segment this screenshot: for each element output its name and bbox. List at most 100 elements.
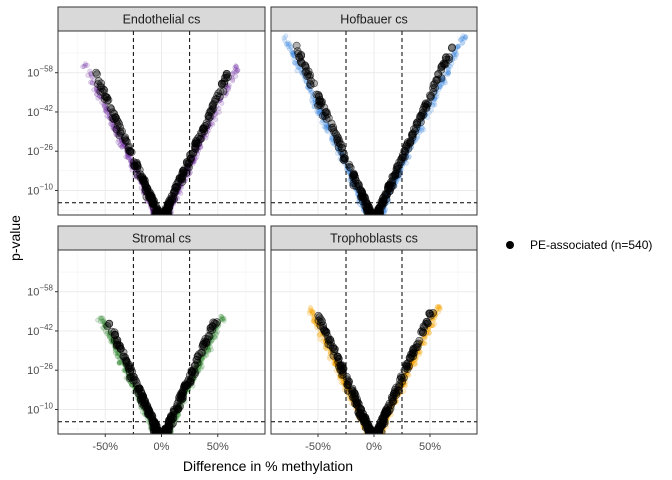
- background-point: [309, 309, 315, 315]
- background-point: [197, 364, 203, 370]
- background-point: [230, 76, 236, 82]
- pe-associated-point: [120, 134, 129, 143]
- background-point: [455, 44, 461, 50]
- background-point: [411, 361, 417, 366]
- pe-associated-point: [134, 384, 143, 393]
- pe-associated-point: [367, 209, 376, 215]
- pe-associated-point: [429, 309, 437, 317]
- y-tick-label: 10−42: [27, 323, 53, 338]
- pe-associated-point: [437, 63, 446, 72]
- pe-associated-point: [188, 368, 197, 377]
- pe-associated-point: [429, 80, 438, 89]
- pe-associated-point: [209, 99, 218, 108]
- background-point: [436, 304, 442, 310]
- pe-associated-point: [190, 370, 199, 379]
- background-point: [88, 70, 94, 76]
- panel-strip: [270, 6, 478, 32]
- grid-lines: [271, 31, 477, 215]
- panel-border: [57, 30, 266, 216]
- background-point: [117, 360, 123, 366]
- background-point: [285, 40, 291, 46]
- background-point: [219, 316, 225, 322]
- background-point: [101, 104, 107, 109]
- pe-associated-point: [191, 361, 200, 370]
- background-point: [103, 106, 109, 112]
- background-point: [459, 40, 465, 46]
- background-point: [115, 139, 121, 145]
- background-point: [453, 51, 459, 57]
- pe-associated-point: [125, 374, 134, 383]
- background-point: [206, 347, 212, 353]
- panel-title: Stromal cs: [132, 232, 191, 246]
- background-point: [317, 336, 323, 342]
- pe-associated-point: [349, 171, 358, 180]
- pe-associated-point: [404, 359, 412, 368]
- pe-associated-point: [333, 353, 342, 361]
- background-point: [416, 127, 422, 132]
- background-point: [235, 67, 241, 73]
- pe-associated-point: [100, 95, 109, 103]
- pe-associated-point: [192, 136, 200, 145]
- background-point: [287, 41, 293, 47]
- pe-associated-point: [419, 328, 427, 337]
- background-point: [104, 330, 110, 336]
- background-point: [432, 321, 438, 327]
- pe-associated-point: [320, 103, 329, 112]
- background-point: [458, 37, 464, 43]
- background-point: [434, 304, 440, 310]
- pe-associated-point: [161, 209, 170, 215]
- background-point: [308, 89, 314, 95]
- pe-associated-point: [335, 136, 344, 145]
- pe-associated-point: [128, 367, 137, 376]
- panel-hofbauer-cs: Hofbauer cs: [270, 6, 478, 216]
- pe-associated-point: [348, 386, 357, 395]
- pe-associated-point: [144, 405, 153, 414]
- pe-associated-point: [421, 99, 430, 108]
- pe-associated-point: [176, 174, 184, 183]
- background-point: [428, 107, 434, 113]
- background-point: [445, 72, 451, 78]
- background-point: [338, 380, 344, 385]
- pe-associated-point: [184, 159, 193, 168]
- pe-associated-point: [411, 344, 420, 352]
- background-point: [206, 348, 212, 354]
- background-point: [295, 65, 301, 70]
- panel-border: [270, 30, 478, 216]
- background-point: [220, 315, 226, 321]
- background-point: [462, 36, 468, 42]
- legend-label: PE-associated (n=540): [530, 238, 652, 252]
- background-point: [286, 41, 291, 47]
- pe-associated-point: [116, 344, 125, 353]
- pe-associated-point: [324, 114, 333, 122]
- pe-associated-point: [148, 199, 157, 208]
- pe-associated-point: [425, 309, 434, 318]
- background-point: [224, 82, 230, 88]
- pe-associated-point: [139, 176, 147, 184]
- background-point: [316, 332, 322, 338]
- background-point: [199, 364, 205, 370]
- background-point: [426, 330, 432, 336]
- pe-associated-point: [94, 77, 103, 85]
- pe-associated-point: [314, 90, 323, 99]
- background-point: [323, 124, 329, 130]
- background-point: [446, 70, 451, 76]
- background-point: [100, 315, 106, 321]
- background-point: [233, 66, 239, 72]
- background-point: [422, 340, 428, 346]
- background-point: [116, 360, 122, 366]
- background-point: [87, 68, 93, 74]
- pe-associated-point: [349, 393, 358, 401]
- pe-associated-point: [409, 129, 417, 138]
- pe-associated-point: [382, 191, 391, 200]
- background-point: [119, 144, 125, 150]
- pe-associated-point: [146, 192, 155, 201]
- background-point: [435, 304, 441, 310]
- grid-lines: [271, 250, 477, 434]
- background-point: [450, 52, 456, 58]
- pe-associated-point: [331, 345, 339, 354]
- y-tick-label: 10−58: [27, 65, 53, 80]
- background-point: [432, 102, 438, 108]
- background-point: [213, 117, 219, 122]
- background-point: [234, 64, 239, 70]
- background-point: [119, 144, 125, 150]
